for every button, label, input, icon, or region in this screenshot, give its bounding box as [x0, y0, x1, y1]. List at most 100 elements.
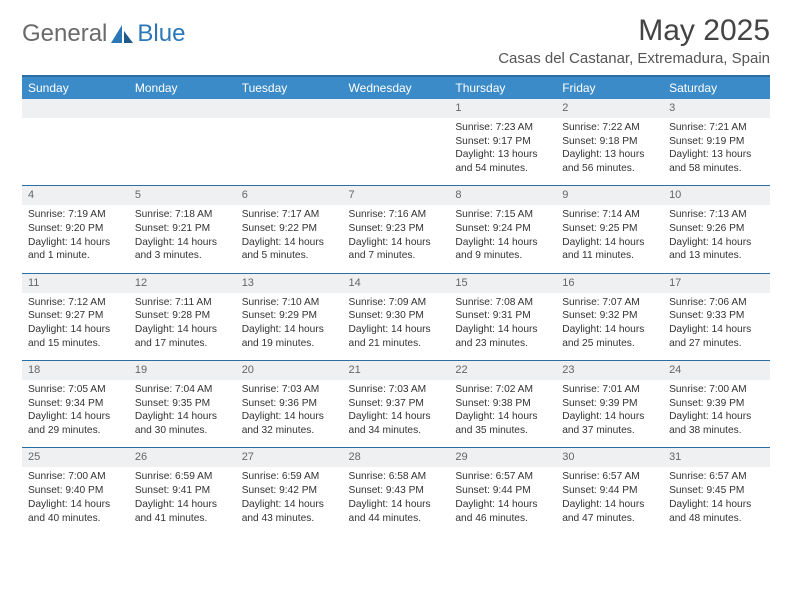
day-header-row: Sunday Monday Tuesday Wednesday Thursday… [22, 76, 770, 99]
day-number: 17 [663, 273, 770, 292]
title-block: May 2025 Casas del Castanar, Extremadura… [498, 14, 770, 67]
sunset-line: Sunset: 9:41 PM [135, 484, 230, 498]
day-cell [22, 118, 129, 186]
sunrise-line: Sunrise: 6:58 AM [349, 470, 444, 484]
day-number: 15 [449, 273, 556, 292]
location: Casas del Castanar, Extremadura, Spain [498, 50, 770, 67]
daylight-line: Daylight: 13 hours and 58 minutes. [669, 148, 764, 176]
daylight-line: Daylight: 14 hours and 9 minutes. [455, 236, 550, 264]
month-title: May 2025 [498, 14, 770, 48]
daynum-row: 25262728293031 [22, 448, 770, 467]
sunset-line: Sunset: 9:38 PM [455, 397, 550, 411]
sunset-line: Sunset: 9:34 PM [28, 397, 123, 411]
daylight-line: Daylight: 14 hours and 23 minutes. [455, 323, 550, 351]
detail-row: Sunrise: 7:00 AMSunset: 9:40 PMDaylight:… [22, 467, 770, 535]
day-cell: Sunrise: 7:01 AMSunset: 9:39 PMDaylight:… [556, 380, 663, 448]
daylight-line: Daylight: 14 hours and 3 minutes. [135, 236, 230, 264]
day-cell: Sunrise: 7:14 AMSunset: 9:25 PMDaylight:… [556, 205, 663, 273]
day-cell: Sunrise: 7:16 AMSunset: 9:23 PMDaylight:… [343, 205, 450, 273]
day-cell: Sunrise: 7:11 AMSunset: 9:28 PMDaylight:… [129, 293, 236, 361]
sunrise-line: Sunrise: 7:13 AM [669, 208, 764, 222]
day-number: 11 [22, 273, 129, 292]
daylight-line: Daylight: 14 hours and 43 minutes. [242, 498, 337, 526]
sunset-line: Sunset: 9:22 PM [242, 222, 337, 236]
logo-sail-icon [111, 25, 135, 43]
sunset-line: Sunset: 9:44 PM [455, 484, 550, 498]
day-number: 14 [343, 273, 450, 292]
detail-row: Sunrise: 7:05 AMSunset: 9:34 PMDaylight:… [22, 380, 770, 448]
daylight-line: Daylight: 14 hours and 15 minutes. [28, 323, 123, 351]
sunrise-line: Sunrise: 7:02 AM [455, 383, 550, 397]
header: General Blue May 2025 Casas del Castanar… [22, 14, 770, 67]
sunset-line: Sunset: 9:37 PM [349, 397, 444, 411]
col-wednesday: Wednesday [343, 76, 450, 99]
sunset-line: Sunset: 9:27 PM [28, 309, 123, 323]
day-cell: Sunrise: 7:15 AMSunset: 9:24 PMDaylight:… [449, 205, 556, 273]
day-number: 1 [449, 99, 556, 118]
sunrise-line: Sunrise: 7:00 AM [669, 383, 764, 397]
sunrise-line: Sunrise: 7:03 AM [349, 383, 444, 397]
sunset-line: Sunset: 9:42 PM [242, 484, 337, 498]
day-number: 27 [236, 448, 343, 467]
day-cell: Sunrise: 7:22 AMSunset: 9:18 PMDaylight:… [556, 118, 663, 186]
col-saturday: Saturday [663, 76, 770, 99]
sunrise-line: Sunrise: 7:10 AM [242, 296, 337, 310]
day-number: 10 [663, 186, 770, 205]
calendar-table: Sunday Monday Tuesday Wednesday Thursday… [22, 75, 770, 535]
daylight-line: Daylight: 14 hours and 11 minutes. [562, 236, 657, 264]
daylight-line: Daylight: 14 hours and 38 minutes. [669, 410, 764, 438]
daylight-line: Daylight: 14 hours and 1 minute. [28, 236, 123, 264]
day-cell: Sunrise: 6:58 AMSunset: 9:43 PMDaylight:… [343, 467, 450, 535]
sunset-line: Sunset: 9:39 PM [669, 397, 764, 411]
day-cell: Sunrise: 6:57 AMSunset: 9:44 PMDaylight:… [556, 467, 663, 535]
day-number: 28 [343, 448, 450, 467]
sunrise-line: Sunrise: 7:14 AM [562, 208, 657, 222]
col-friday: Friday [556, 76, 663, 99]
daylight-line: Daylight: 14 hours and 30 minutes. [135, 410, 230, 438]
day-cell: Sunrise: 7:05 AMSunset: 9:34 PMDaylight:… [22, 380, 129, 448]
sunrise-line: Sunrise: 7:21 AM [669, 121, 764, 135]
sunrise-line: Sunrise: 7:03 AM [242, 383, 337, 397]
day-cell: Sunrise: 7:02 AMSunset: 9:38 PMDaylight:… [449, 380, 556, 448]
sunrise-line: Sunrise: 7:15 AM [455, 208, 550, 222]
daylight-line: Daylight: 14 hours and 41 minutes. [135, 498, 230, 526]
sunset-line: Sunset: 9:21 PM [135, 222, 230, 236]
day-cell: Sunrise: 7:04 AMSunset: 9:35 PMDaylight:… [129, 380, 236, 448]
day-number: 4 [22, 186, 129, 205]
daylight-line: Daylight: 14 hours and 25 minutes. [562, 323, 657, 351]
daylight-line: Daylight: 14 hours and 35 minutes. [455, 410, 550, 438]
detail-row: Sunrise: 7:19 AMSunset: 9:20 PMDaylight:… [22, 205, 770, 273]
day-cell: Sunrise: 7:00 AMSunset: 9:40 PMDaylight:… [22, 467, 129, 535]
col-tuesday: Tuesday [236, 76, 343, 99]
sunrise-line: Sunrise: 6:59 AM [242, 470, 337, 484]
day-cell: Sunrise: 7:13 AMSunset: 9:26 PMDaylight:… [663, 205, 770, 273]
daylight-line: Daylight: 14 hours and 7 minutes. [349, 236, 444, 264]
daylight-line: Daylight: 14 hours and 32 minutes. [242, 410, 337, 438]
sunset-line: Sunset: 9:35 PM [135, 397, 230, 411]
day-number: 3 [663, 99, 770, 118]
daylight-line: Daylight: 14 hours and 37 minutes. [562, 410, 657, 438]
sunrise-line: Sunrise: 7:06 AM [669, 296, 764, 310]
sunset-line: Sunset: 9:19 PM [669, 135, 764, 149]
daylight-line: Daylight: 14 hours and 40 minutes. [28, 498, 123, 526]
daylight-line: Daylight: 13 hours and 54 minutes. [455, 148, 550, 176]
sunset-line: Sunset: 9:45 PM [669, 484, 764, 498]
sunrise-line: Sunrise: 7:00 AM [28, 470, 123, 484]
daylight-line: Daylight: 14 hours and 27 minutes. [669, 323, 764, 351]
sunrise-line: Sunrise: 7:08 AM [455, 296, 550, 310]
daylight-line: Daylight: 14 hours and 29 minutes. [28, 410, 123, 438]
sunrise-line: Sunrise: 7:18 AM [135, 208, 230, 222]
sunset-line: Sunset: 9:36 PM [242, 397, 337, 411]
day-number [236, 99, 343, 118]
sunset-line: Sunset: 9:29 PM [242, 309, 337, 323]
day-number: 20 [236, 361, 343, 380]
detail-row: Sunrise: 7:23 AMSunset: 9:17 PMDaylight:… [22, 118, 770, 186]
day-number [22, 99, 129, 118]
day-cell: Sunrise: 6:59 AMSunset: 9:42 PMDaylight:… [236, 467, 343, 535]
sunset-line: Sunset: 9:39 PM [562, 397, 657, 411]
sunset-line: Sunset: 9:25 PM [562, 222, 657, 236]
day-cell: Sunrise: 6:57 AMSunset: 9:45 PMDaylight:… [663, 467, 770, 535]
sunrise-line: Sunrise: 6:57 AM [562, 470, 657, 484]
day-number: 18 [22, 361, 129, 380]
day-cell: Sunrise: 6:57 AMSunset: 9:44 PMDaylight:… [449, 467, 556, 535]
